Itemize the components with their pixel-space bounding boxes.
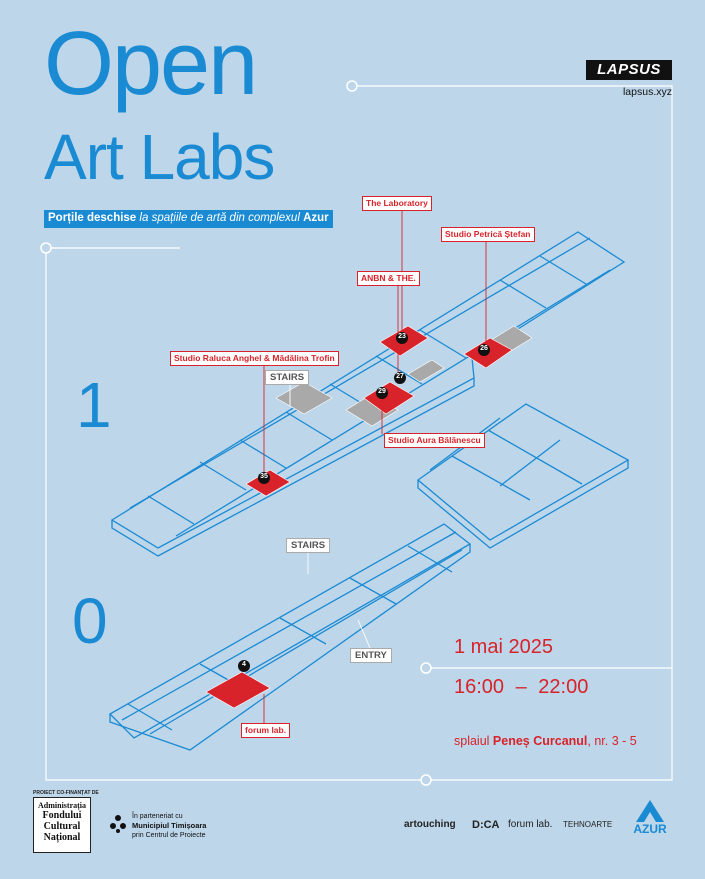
lapsus-url[interactable]: lapsus.xyz [622, 86, 672, 98]
label-studio-aura-balanescu: Studio Aura Bălănescu [384, 433, 485, 448]
bubble-4 [238, 660, 250, 672]
label-studio-petrica-stefan: Studio Petrică Ștefan [441, 227, 535, 242]
title-open: Open [44, 14, 258, 114]
floor-number-upper: 1 [76, 369, 112, 441]
afcn-line-4: Național [43, 832, 81, 843]
subtitle: Porțile deschise la spațiile de artă din… [44, 210, 333, 228]
label-anbn-the: ANBN & THE. [357, 271, 420, 286]
floor-number-ground: 0 [72, 585, 108, 657]
stairs-ground-label: STAIRS [286, 538, 331, 553]
timisoara-logo-icon [110, 815, 126, 833]
azur-logo: AZUR [624, 800, 676, 836]
label-forum-lab: forum lab. [241, 723, 291, 738]
logo-artouching: artouching [404, 819, 456, 830]
bubble-27 [394, 372, 406, 384]
lapsus-logo: LAPSUS [586, 60, 672, 80]
address-street: Peneș Curcanul [492, 734, 588, 748]
bubble-26 [478, 344, 490, 356]
subtitle-part3: Azur [303, 212, 329, 224]
partner-block: În parteneriat cu Municipiul Timișoara p… [132, 812, 206, 840]
bubble-35 [258, 472, 270, 484]
studio-block-4 [205, 671, 271, 709]
afcn-line-1: Administrația [38, 801, 86, 810]
ground-floor-outline [108, 523, 472, 739]
label-studio-raluca-madalina: Studio Raluca Anghel & Mădălina Trofin [170, 351, 339, 366]
afcn-logo: Administrația Fondului Cultural Național [33, 797, 91, 853]
partner-intro: În parteneriat cu [132, 813, 183, 820]
logo-dca: D:CA [472, 819, 500, 831]
studio-number-23: 23 [398, 333, 406, 340]
label-the-laboratory: The Laboratory [362, 196, 432, 211]
studio-number-29: 29 [378, 388, 386, 395]
address-number: , nr. 3 - 5 [587, 734, 637, 748]
logo-tehnoarte: TEHNOARTE [563, 820, 613, 829]
partner-name: Municipiul Timișoara [132, 821, 207, 830]
afcn-line-2: Fondului [42, 810, 82, 821]
bubble-23 [396, 332, 408, 344]
title-art-labs: Art Labs [44, 121, 275, 193]
bubble-29 [376, 387, 388, 399]
studio-number-35: 35 [260, 473, 268, 480]
subtitle-part1: Porțile deschise [48, 212, 137, 224]
funder-caption: PROIECT CO-FINANȚAT DE [33, 790, 99, 796]
studio-number-4: 4 [242, 661, 246, 668]
entry-label: ENTRY [350, 648, 392, 663]
studio-number-27: 27 [396, 373, 404, 380]
address-prefix: splaiul [454, 734, 490, 748]
upper-annex-outline [416, 403, 630, 541]
partner-sub: prin Centrul de Proiecte [132, 832, 206, 839]
stairs-upper-label: STAIRS [265, 370, 310, 385]
azur-symbol-icon [636, 800, 664, 822]
event-time: 16:00 – 22:00 [454, 676, 589, 698]
azur-text: AZUR [633, 822, 667, 836]
subtitle-part2: la spațiile de artă din complexul [139, 212, 300, 224]
afcn-line-3: Cultural [43, 821, 81, 832]
studio-number-26: 26 [480, 345, 488, 352]
event-date: 1 mai 2025 [454, 636, 553, 658]
event-address: splaiul Peneș Curcanul, nr. 3 - 5 [454, 734, 637, 748]
logo-forum-lab: forum lab. [508, 819, 553, 830]
